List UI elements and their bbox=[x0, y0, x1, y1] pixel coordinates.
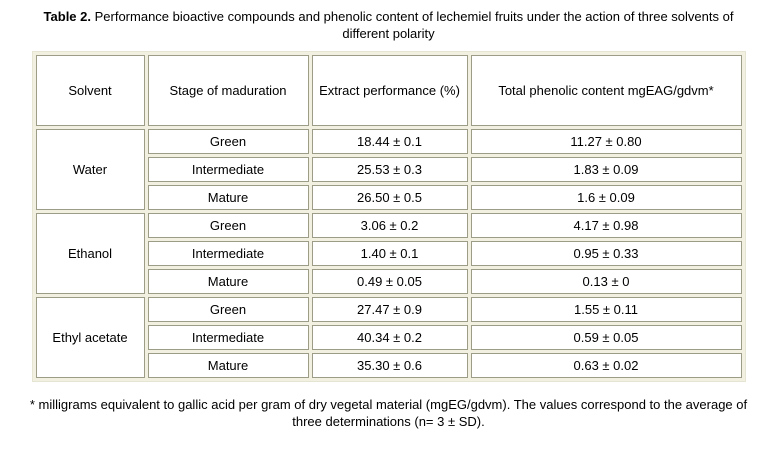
table-row: Intermediate 40.34 ± 0.2 0.59 ± 0.05 bbox=[36, 324, 742, 350]
extract-cell: 25.53 ± 0.3 bbox=[311, 156, 468, 182]
extract-cell: 27.47 ± 0.9 bbox=[311, 296, 468, 322]
extract-cell: 40.34 ± 0.2 bbox=[311, 324, 468, 350]
results-table: Solvent Stage of maduration Extract perf… bbox=[31, 50, 746, 382]
table-row: Ethanol Green 3.06 ± 0.2 4.17 ± 0.98 bbox=[35, 212, 742, 294]
table-row: Water Green 18.44 ± 0.1 11.27 ± 0.80 bbox=[35, 128, 742, 210]
stage-cell: Green bbox=[147, 296, 309, 322]
phenolic-cell: 0.63 ± 0.02 bbox=[470, 352, 742, 378]
stage-cell: Mature bbox=[147, 184, 309, 210]
phenolic-cell: 4.17 ± 0.98 bbox=[470, 212, 742, 238]
phenolic-cell: 0.95 ± 0.33 bbox=[470, 240, 742, 266]
phenolic-cell: 1.55 ± 0.11 bbox=[470, 296, 742, 322]
table-row: Mature 26.50 ± 0.5 1.6 ± 0.09 bbox=[36, 184, 742, 210]
table-row: Mature 0.49 ± 0.05 0.13 ± 0 bbox=[36, 268, 742, 294]
stage-cell: Green bbox=[147, 128, 309, 154]
stage-cell: Intermediate bbox=[147, 240, 309, 266]
table-caption: Table 2. Performance bioactive compounds… bbox=[19, 9, 759, 43]
solvent-cell-water: Water bbox=[35, 128, 145, 210]
phenolic-cell: 0.59 ± 0.05 bbox=[470, 324, 742, 350]
stage-cell: Green bbox=[147, 212, 309, 238]
table-row: Mature 35.30 ± 0.6 0.63 ± 0.02 bbox=[36, 352, 742, 378]
stage-cell: Intermediate bbox=[147, 156, 309, 182]
phenolic-cell: 11.27 ± 0.80 bbox=[470, 128, 742, 154]
table-row: Ethyl acetate Green 27.47 ± 0.9 1.55 ± 0… bbox=[35, 296, 742, 378]
stage-cell: Mature bbox=[147, 352, 309, 378]
table-footnote: * milligrams equivalent to gallic acid p… bbox=[29, 396, 748, 430]
extract-cell: 0.49 ± 0.05 bbox=[311, 268, 468, 294]
phenolic-cell: 1.6 ± 0.09 bbox=[470, 184, 742, 210]
header-extract-performance: Extract performance (%) bbox=[311, 54, 468, 126]
header-stage: Stage of maduration bbox=[147, 54, 309, 126]
extract-cell: 1.40 ± 0.1 bbox=[311, 240, 468, 266]
header-phenolic-content: Total phenolic content mgEAG/gdvm* bbox=[470, 54, 742, 126]
table-row: Intermediate 1.40 ± 0.1 0.95 ± 0.33 bbox=[36, 240, 742, 266]
header-solvent: Solvent bbox=[35, 54, 145, 126]
solvent-cell-ethanol: Ethanol bbox=[35, 212, 145, 294]
table-caption-label: Table 2. bbox=[43, 9, 91, 24]
phenolic-cell: 1.83 ± 0.09 bbox=[470, 156, 742, 182]
stage-cell: Mature bbox=[147, 268, 309, 294]
extract-cell: 35.30 ± 0.6 bbox=[311, 352, 468, 378]
extract-cell: 18.44 ± 0.1 bbox=[311, 128, 468, 154]
extract-cell: 26.50 ± 0.5 bbox=[311, 184, 468, 210]
extract-cell: 3.06 ± 0.2 bbox=[311, 212, 468, 238]
table-row: Intermediate 25.53 ± 0.3 1.83 ± 0.09 bbox=[36, 156, 742, 182]
phenolic-cell: 0.13 ± 0 bbox=[470, 268, 742, 294]
table-caption-text: Performance bioactive compounds and phen… bbox=[91, 9, 734, 41]
header-row: Solvent Stage of maduration Extract perf… bbox=[35, 54, 742, 126]
solvent-cell-ethyl-acetate: Ethyl acetate bbox=[35, 296, 145, 378]
stage-cell: Intermediate bbox=[147, 324, 309, 350]
